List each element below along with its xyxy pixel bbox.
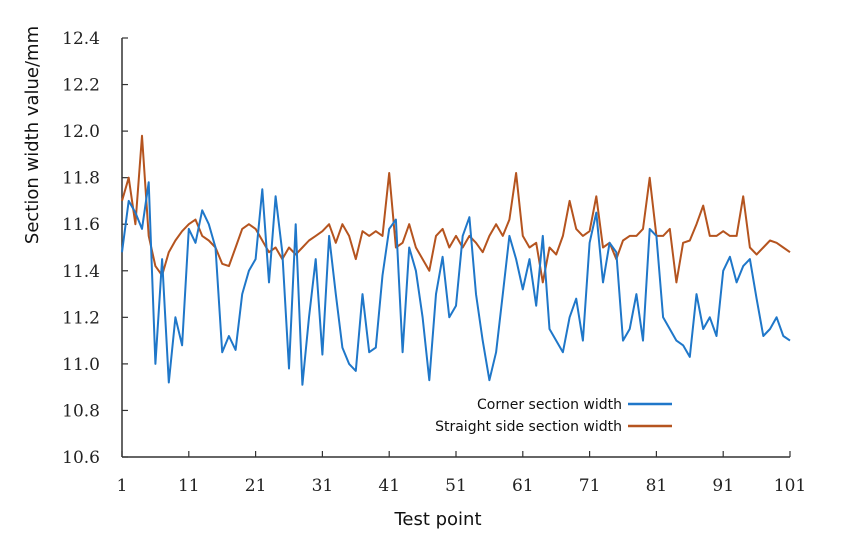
x-tick-label: 11 (178, 476, 200, 496)
x-axis: 1 11 21 31 41 51 61 71 81 91 101 (117, 451, 806, 496)
y-tick-label: 12.4 (62, 29, 100, 49)
x-tick-label: 61 (512, 476, 534, 496)
series-layer (121, 134, 791, 386)
y-tick-label: 11.8 (62, 169, 100, 189)
x-tick-label: 21 (245, 476, 267, 496)
y-tick-label: 12.0 (62, 122, 100, 142)
series-line-corner (121, 181, 791, 386)
legend-label-corner: Corner section width (477, 397, 622, 413)
x-tick-label: 91 (712, 476, 734, 496)
legend-label-straight: Straight side section width (435, 419, 622, 435)
y-tick-label: 11.2 (62, 308, 100, 328)
series-line-straight (121, 134, 791, 284)
y-tick-label: 11.6 (62, 215, 100, 235)
legend: Corner section width Straight side secti… (435, 397, 672, 435)
y-axis: 12.4 12.2 12.0 11.8 11.6 11.4 11.2 11.0 10.8 10.6 (62, 29, 128, 468)
y-tick-label: 10.6 (62, 448, 100, 468)
y-tick-label: 10.8 (62, 401, 100, 421)
x-tick-label: 81 (646, 476, 668, 496)
x-tick-label: 101 (774, 476, 806, 496)
x-axis-title: Test point (393, 509, 481, 530)
x-tick-label: 71 (579, 476, 601, 496)
x-tick-label: 51 (445, 476, 467, 496)
x-tick-label: 41 (378, 476, 400, 496)
y-tick-label: 11.0 (62, 355, 100, 375)
y-tick-label: 12.2 (62, 76, 100, 96)
y-axis-title: Section width value/mm (22, 26, 43, 244)
x-tick-label: 1 (117, 476, 128, 496)
y-tick-label: 11.4 (62, 262, 100, 282)
x-tick-label: 31 (312, 476, 334, 496)
